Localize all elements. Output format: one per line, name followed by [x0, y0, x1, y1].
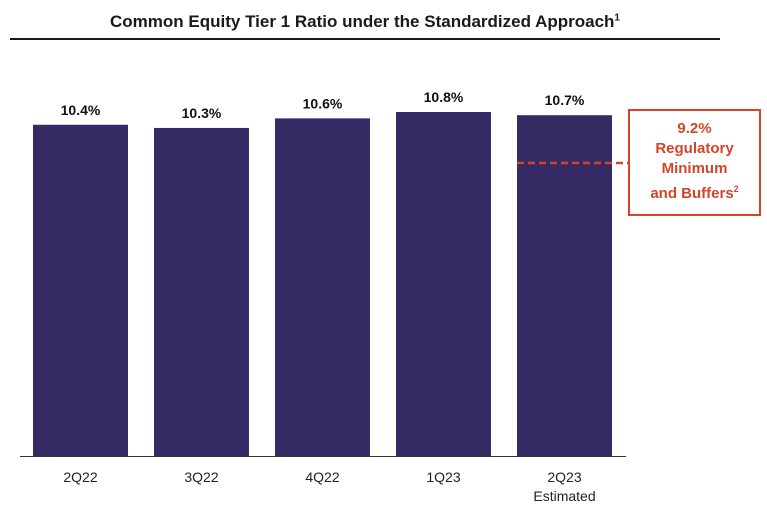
regulatory-minimum-callout: 9.2% Regulatory Minimum and Buffers2	[628, 109, 761, 216]
title-footnote-marker: 1	[614, 12, 620, 24]
data-label: 10.8%	[424, 89, 464, 105]
data-label: 10.6%	[303, 95, 343, 111]
callout-line: and Buffers	[650, 185, 734, 202]
chart-title-text: Common Equity Tier 1 Ratio under the Sta…	[110, 12, 615, 31]
callout-line-last: and Buffers2	[630, 179, 759, 204]
x-tick-label: 3Q22	[184, 469, 218, 485]
bar-2q22	[33, 124, 128, 456]
title-underline	[10, 38, 720, 40]
x-tick-label: 2Q22	[63, 469, 97, 485]
bar-1q23	[396, 112, 491, 457]
x-tick-label: 1Q23	[426, 469, 460, 485]
bar-4q22	[275, 118, 370, 456]
callout-line: Minimum	[661, 160, 728, 177]
chart-title: Common Equity Tier 1 Ratio under the Sta…	[10, 12, 720, 32]
x-tick-sublabel: Estimated	[533, 488, 595, 504]
bar-3q22	[154, 127, 249, 456]
callout-footnote-marker: 2	[733, 184, 739, 194]
x-tick-label: 4Q22	[305, 469, 339, 485]
data-label: 10.3%	[182, 105, 222, 121]
callout-line: 9.2%	[677, 120, 712, 137]
bar-2q23	[517, 115, 612, 456]
callout-line: Regulatory	[655, 140, 734, 157]
data-label: 10.7%	[545, 92, 585, 108]
data-label: 10.4%	[61, 102, 101, 118]
x-tick-label: 2Q23	[547, 469, 581, 485]
